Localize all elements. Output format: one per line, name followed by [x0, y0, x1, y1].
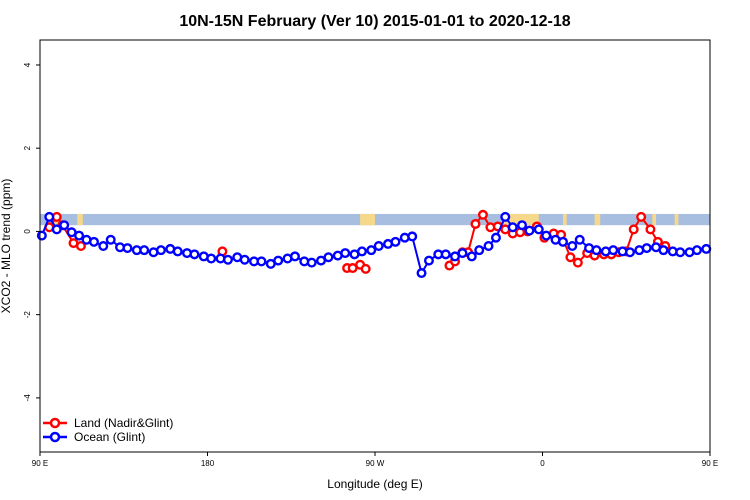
data-point [206, 253, 217, 264]
x-tick-label: 90 E [32, 459, 48, 468]
data-point [423, 255, 434, 266]
data-point [122, 243, 133, 254]
data-point [466, 251, 477, 262]
data-point [701, 243, 712, 254]
land-patch [652, 213, 657, 226]
data-point [517, 220, 528, 231]
chart-title: 10N-15N February (Ver 10) 2015-01-01 to … [179, 13, 570, 30]
land-patch [77, 213, 83, 226]
y-tick-label: -2 [23, 311, 32, 319]
data-point [557, 236, 568, 247]
data-point [641, 243, 652, 254]
data-point [470, 218, 481, 229]
data-point [675, 247, 686, 258]
data-point [533, 224, 544, 235]
land-patch [503, 213, 539, 226]
data-point [172, 246, 183, 257]
data-point [500, 211, 511, 222]
data-point [541, 230, 552, 241]
data-point [608, 245, 619, 256]
x-tick-label: 180 [201, 459, 215, 468]
data-point [222, 254, 233, 265]
x-tick-label: 90 W [366, 459, 385, 468]
land-patch [360, 213, 375, 226]
data-point [636, 211, 647, 222]
data-point [628, 224, 639, 235]
data-point [567, 240, 578, 251]
data-point [360, 263, 371, 274]
data-point [44, 211, 55, 222]
data-point [36, 230, 47, 241]
y-tick-label: -4 [23, 394, 32, 402]
y-tick-label: 0 [23, 229, 32, 234]
data-point [340, 248, 351, 259]
data-point [565, 252, 576, 263]
data-point [98, 240, 109, 251]
data-point [591, 245, 602, 256]
data-point [75, 240, 86, 251]
data-point [440, 249, 451, 260]
land-patch [594, 213, 601, 226]
data-point [59, 220, 70, 231]
data-point [189, 249, 200, 260]
data-point [289, 251, 300, 262]
data-point [524, 225, 535, 236]
data-point [574, 234, 585, 245]
data-point [691, 245, 702, 256]
data-point [105, 234, 116, 245]
data-point [239, 254, 250, 265]
y-tick-label: 2 [23, 145, 32, 150]
data-point [373, 240, 384, 251]
data-point [88, 236, 99, 247]
data-point [306, 257, 317, 268]
x-axis-label: Longitude (deg E) [327, 477, 422, 491]
y-tick-label: 4 [23, 62, 32, 67]
data-point [51, 224, 62, 235]
legend-marker [49, 431, 61, 443]
data-point [74, 230, 85, 241]
legend: Land (Nadir&Glint)Ocean (Glint) [43, 416, 173, 444]
data-point [416, 268, 427, 279]
data-point [366, 245, 377, 256]
land-patch [674, 213, 679, 226]
legend-label: Ocean (Glint) [74, 430, 145, 444]
data-point [507, 222, 518, 233]
data-point [356, 246, 367, 257]
data-point [139, 245, 150, 256]
data-point [457, 248, 468, 259]
data-point [658, 245, 669, 256]
data-point [645, 224, 656, 235]
landmask-band [40, 213, 710, 226]
legend-marker [49, 417, 61, 429]
legend-label: Land (Nadir&Glint) [74, 416, 173, 430]
x-tick-label: 0 [540, 459, 545, 468]
data-point [323, 252, 334, 263]
y-axis-label: XCO2 - MLO trend (ppm) [0, 179, 13, 314]
data-point [256, 256, 267, 267]
x-tick-label: 90 E [702, 459, 718, 468]
x-axis: 90 E 180 90 W 0 90 E [32, 452, 718, 468]
data-point [273, 255, 284, 266]
data-point [572, 257, 583, 268]
data-point [155, 245, 166, 256]
data-point [483, 240, 494, 251]
data-point [477, 209, 488, 220]
data-point [474, 245, 485, 256]
land-patch [562, 213, 567, 226]
data-point [624, 247, 635, 258]
data-point [407, 231, 418, 242]
data-point [490, 232, 501, 243]
data-point [390, 236, 401, 247]
y-axis: -4 -2 0 2 4 [23, 62, 40, 401]
